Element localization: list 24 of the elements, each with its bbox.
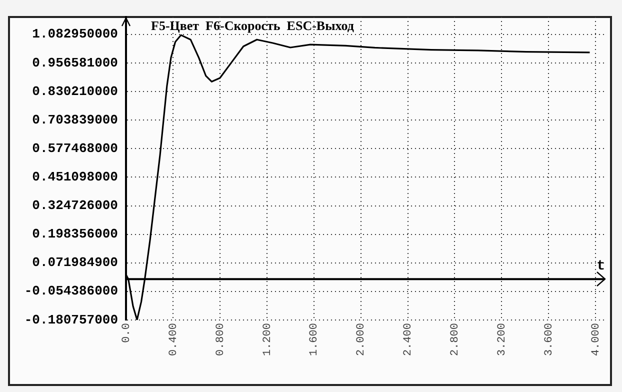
x-tick-label: 2.800	[450, 323, 462, 356]
y-tick-label: -0.054386000	[24, 284, 118, 299]
x-tick-label: 2.400	[402, 323, 415, 356]
y-tick-label: 0.324726000	[32, 198, 118, 214]
x-tick-label: 2.000	[356, 323, 368, 356]
annotation: F5-Цвет F6-Скорость ESC-Выход	[151, 18, 354, 33]
x-tick-label: 3.200	[496, 323, 509, 356]
y-tick-label: 0.956581000	[32, 55, 118, 70]
x-tick-label: 1.200	[262, 323, 274, 356]
y-tick-label: 0.071984900	[32, 255, 118, 270]
x-tick-label: 0.400	[168, 323, 180, 356]
x-tick-label: 4.000	[590, 323, 603, 356]
x-tick-label: 3.600	[544, 323, 556, 356]
y-tick-label: -0.180757000	[24, 312, 118, 328]
y-tick-label: 0.577468000	[32, 140, 118, 156]
x-tick-label: 0.800	[214, 323, 227, 356]
x-tick-label: 0.0	[120, 323, 133, 343]
x-axis-title: t	[596, 258, 605, 275]
y-tick-label: 0.451098000	[32, 169, 118, 184]
y-tick-label: 0.198356000	[32, 226, 118, 242]
x-tick-label: 1.600	[308, 323, 321, 356]
y-tick-label: 0.703839000	[32, 112, 118, 128]
y-tick-label: 1.082950000	[32, 26, 118, 42]
y-tick-label: 0.830210000	[32, 84, 118, 99]
